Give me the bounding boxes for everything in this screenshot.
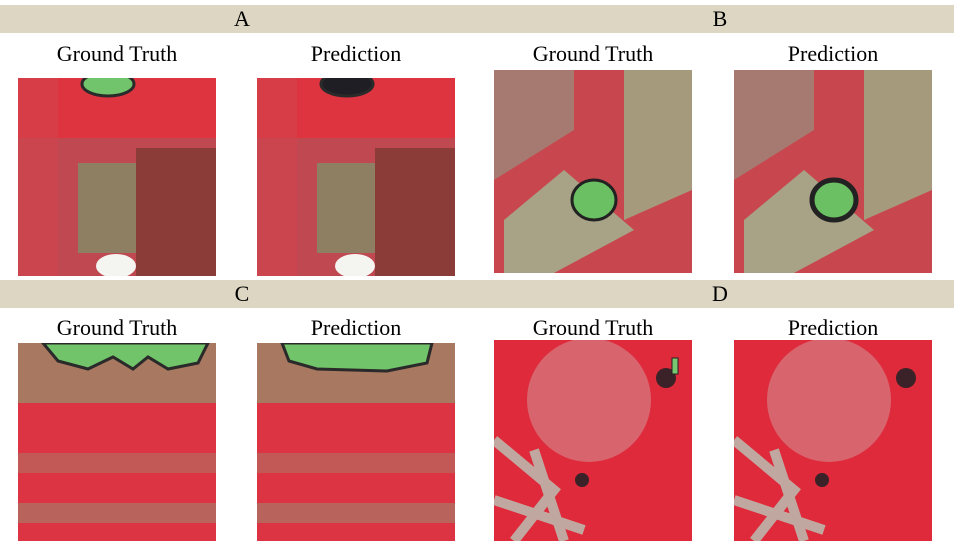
blob [572, 180, 616, 220]
image [734, 340, 932, 541]
image-title: Prediction [714, 314, 952, 342]
image [257, 78, 455, 276]
image-title: Ground Truth [474, 40, 712, 68]
image-title: Ground Truth [0, 40, 236, 68]
field [767, 340, 891, 462]
field [257, 78, 297, 276]
blob [43, 343, 208, 369]
field [257, 453, 455, 473]
field [18, 453, 216, 473]
header-bar [0, 280, 954, 308]
image-title: Ground Truth [0, 314, 236, 342]
blob [282, 343, 432, 371]
image-title: Prediction [714, 40, 952, 68]
field [18, 78, 58, 276]
blob [321, 78, 373, 96]
spot [815, 473, 829, 487]
field [18, 503, 216, 523]
field [317, 163, 375, 253]
image [257, 343, 455, 541]
panel-label: B [670, 5, 770, 33]
image-title: Ground Truth [474, 314, 712, 342]
image-title: Prediction [237, 40, 475, 68]
panel-label: D [670, 280, 770, 308]
header-bar [0, 5, 954, 33]
spot [575, 473, 589, 487]
panel-label: C [192, 280, 292, 308]
spot [896, 368, 916, 388]
field [136, 148, 216, 276]
blob [672, 358, 678, 374]
image [494, 70, 692, 273]
image [734, 70, 932, 273]
field [257, 503, 455, 523]
field [527, 340, 651, 462]
image [18, 78, 216, 276]
field [78, 163, 136, 253]
blob [82, 78, 134, 96]
panel-label: A [192, 5, 292, 33]
image [18, 343, 216, 541]
field [375, 148, 455, 276]
image-title: Prediction [237, 314, 475, 342]
blob [812, 180, 856, 220]
image [494, 340, 692, 541]
figure: AGround TruthPredictionBGround TruthPred… [0, 0, 954, 544]
